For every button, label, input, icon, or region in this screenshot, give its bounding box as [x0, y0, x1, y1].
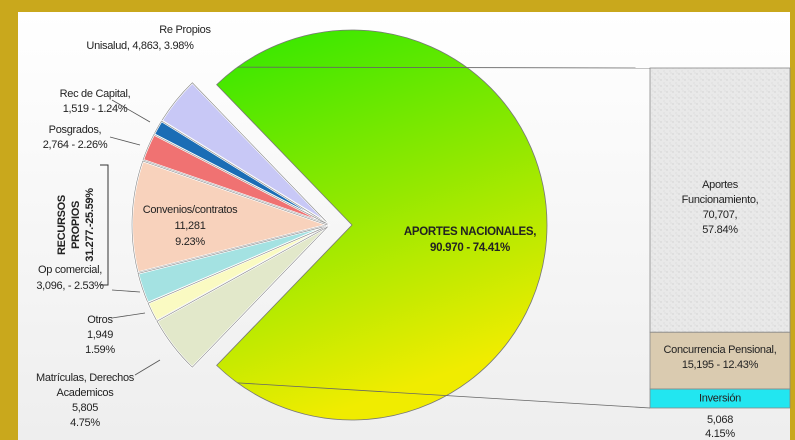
- bar-label: Inversión: [699, 392, 741, 404]
- pie-label: Matrículas, Derechos: [36, 372, 135, 384]
- bar-label: 70,707,: [703, 209, 738, 221]
- leader-line: [111, 99, 151, 123]
- pie-slice-outline: [156, 226, 328, 368]
- pie-label: 5,805: [72, 402, 98, 414]
- pie-label: 1,949: [87, 329, 113, 341]
- pie-slice: [216, 29, 548, 421]
- connector-line: [237, 66, 651, 69]
- pie-label: Otros: [87, 314, 113, 326]
- pie-label: Re Propios: [159, 24, 211, 36]
- bar-label: Aportes: [702, 179, 739, 191]
- leader-line: [109, 136, 141, 146]
- pie-label: 90.970 - 74.41%: [430, 242, 510, 254]
- bar-label: Concurrencia Pensional,: [664, 344, 777, 356]
- pie-label: 1,519 - 1.24%: [63, 103, 128, 115]
- pie-label: Convenios/contratos: [143, 204, 238, 216]
- leader-line: [111, 312, 146, 319]
- bar-label: 15,195 - 12.43%: [682, 359, 759, 371]
- pie-label: 1.59%: [85, 344, 115, 356]
- leader-line: [111, 289, 141, 293]
- bar-label: 5,068: [707, 414, 733, 426]
- pie-slice-outline: [142, 134, 328, 225]
- bar-label: 57.84%: [702, 224, 738, 236]
- pie-label: 4.75%: [70, 417, 100, 429]
- bar-label: 4.15%: [705, 428, 735, 440]
- group-bracket: [100, 164, 109, 286]
- pie-label: APORTES NACIONALES,: [404, 226, 536, 238]
- pie-label: Academicos: [57, 387, 115, 399]
- pie-label: Posgrados,: [49, 124, 102, 136]
- bar-label: Funcionamiento,: [682, 194, 759, 206]
- bar-segment: [649, 67, 791, 333]
- group-label: 31.277.-25.59%: [84, 188, 96, 262]
- connector-line: [237, 382, 651, 409]
- pie-label: 9.23%: [175, 236, 205, 248]
- pie-label: Rec de Capital,: [60, 88, 131, 100]
- group-label: PROPIOS: [70, 201, 82, 249]
- pie-label: 3,096, - 2.53%: [36, 280, 104, 292]
- pie-label: 11,281: [174, 220, 205, 232]
- pie-label: 2,764 - 2.26%: [43, 139, 108, 151]
- pie-label: Op comercial,: [38, 264, 102, 276]
- bar-segment: [649, 331, 791, 390]
- group-label: RECURSOS: [56, 195, 68, 255]
- leader-line: [134, 359, 161, 376]
- bar-segment: [649, 388, 791, 409]
- pie-slice-outline: [131, 160, 329, 273]
- pie-label: Unisalud, 4,863, 3.98%: [86, 40, 194, 52]
